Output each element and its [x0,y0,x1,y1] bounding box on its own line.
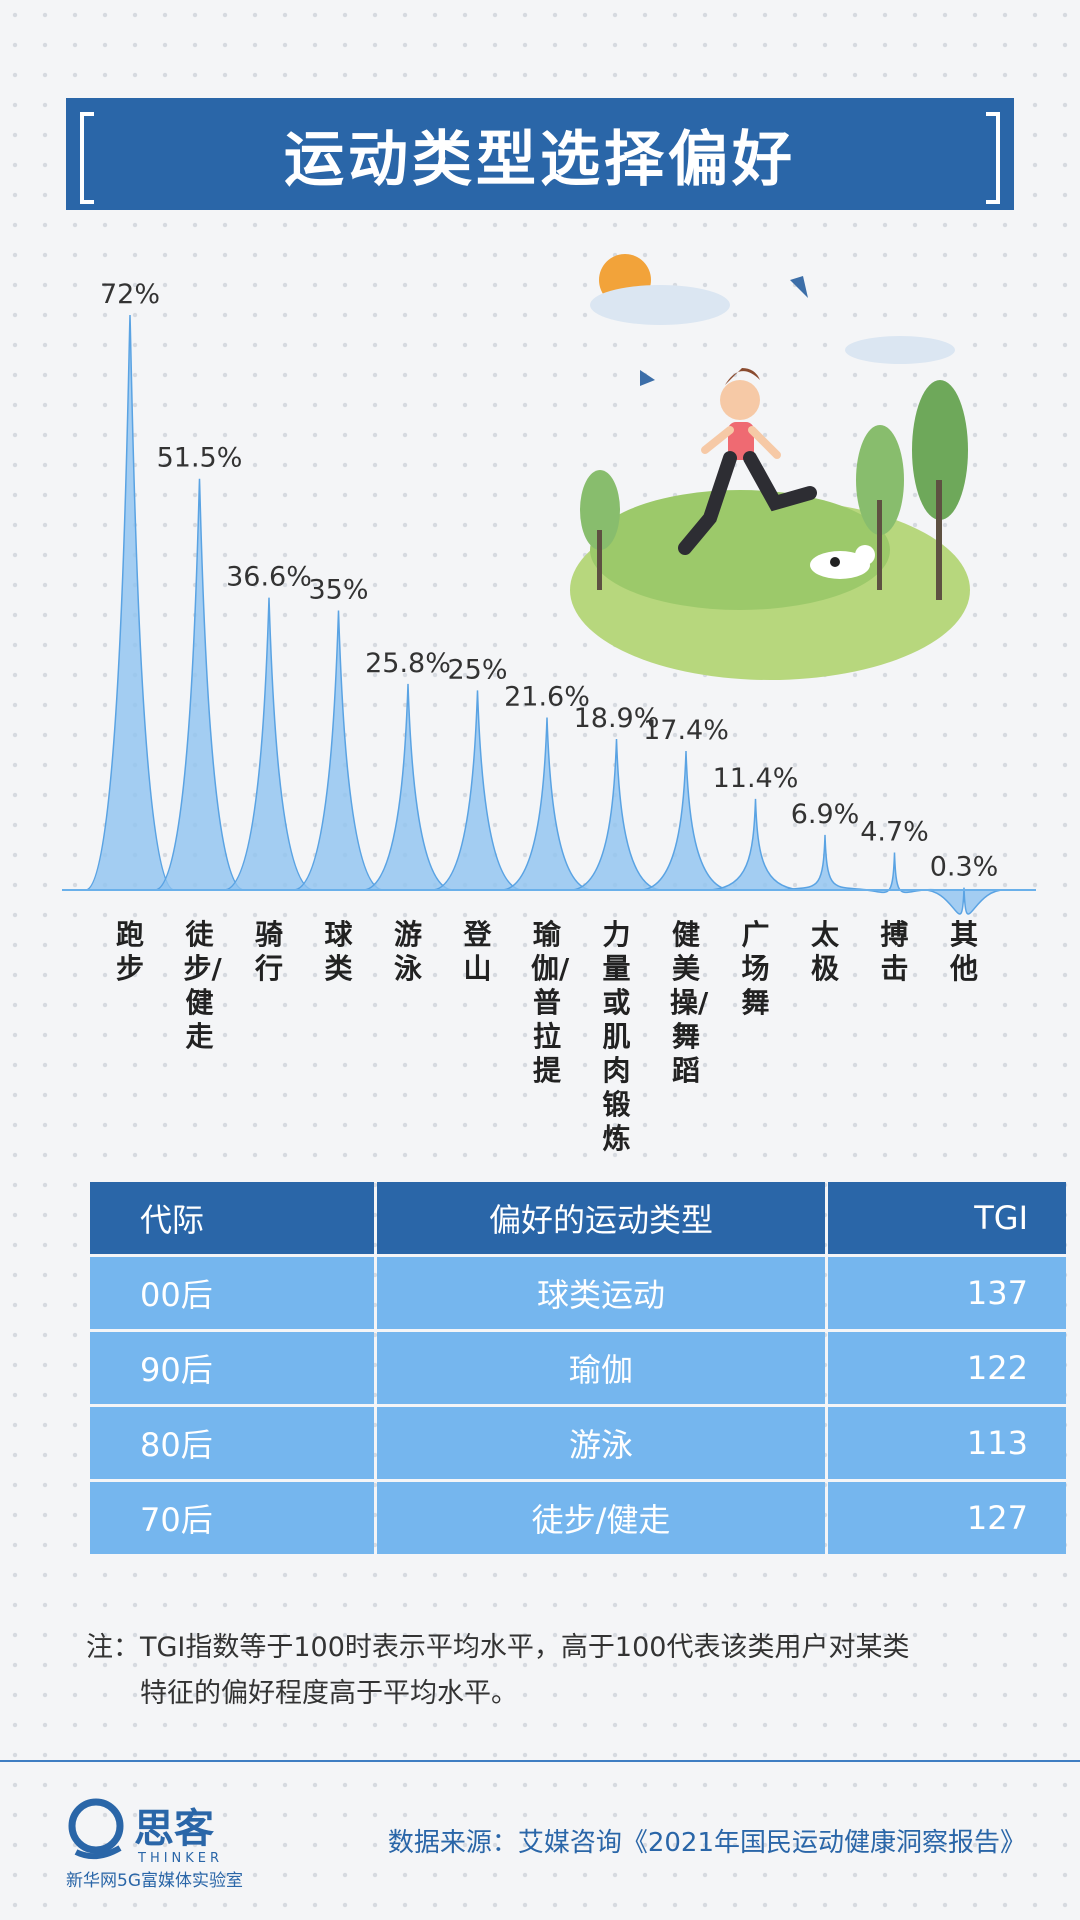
chart-peak-12 [919,887,1009,915]
value-label: 18.9% [574,703,660,734]
table-cell-sport: 游泳 [377,1407,825,1479]
table-header: 偏好的运动类型 [377,1182,825,1254]
chart-peak-8 [641,751,731,891]
left-bracket [80,112,94,204]
x-tick-label: 徒步/健走 [183,918,222,1053]
chart-peak-7 [572,739,661,891]
value-label: 6.9% [791,799,860,830]
table-cell-generation: 80后 [90,1407,374,1479]
chart-peak-6 [502,717,592,891]
value-label: 25.8% [365,648,451,679]
table-cell-tgi: 127 [828,1482,1066,1554]
x-tick-label: 搏击 [880,918,909,985]
note-line-1: 注：TGI指数等于100时表示平均水平，高于100代表该类用户对某类 [86,1632,910,1663]
x-tick-label: 太极 [810,918,839,985]
table-cell-generation: 00后 [90,1257,374,1329]
chart-peak-5 [433,690,522,891]
value-label: 17.4% [643,715,729,746]
value-label: 36.6% [226,562,312,593]
sport-preference-chart: 72% 51.5% 36.6%35% 25.8%25%21.6%18.9%17.4% 1… [62,279,1036,915]
page-title: 运动类型选择偏好 [284,124,796,195]
table-header: TGI [828,1182,1066,1254]
value-label: 35% [308,574,368,605]
x-tick-label: 游泳 [393,918,422,985]
org-name: 新华网5G富媒体实验室 [66,1871,243,1891]
table-cell-sport: 瑜伽 [377,1332,825,1404]
x-tick-label: 球类 [324,918,353,985]
chart-peak-11 [850,852,939,894]
chart-peak-2 [224,597,314,891]
footer-divider [0,1760,1080,1762]
x-tick-label: 健美操/舞蹈 [670,918,709,1087]
value-label: 21.6% [504,682,590,713]
chart-peak-0 [85,314,175,891]
value-label: 25% [447,654,507,685]
x-tick-label: 其他 [949,918,978,985]
table-header-row: 代际 偏好的运动类型 TGI [90,1182,1066,1254]
right-bracket [986,112,1000,204]
chart-peak-10 [780,834,870,891]
x-tick-label: 骑行 [254,918,283,985]
thinker-logo: 思客 THINKER [68,1798,223,1866]
data-source: 数据来源：艾媒咨询《2021年国民运动健康洞察报告》 [387,1828,1026,1858]
table-cell-sport: 球类运动 [377,1257,825,1329]
logo-text: 思客 [134,1806,214,1852]
value-label: 0.3% [930,852,999,883]
x-tick-label: 广场舞 [741,918,770,1019]
table-row: 80后 游泳 113 [90,1407,1066,1479]
chart-peak-9 [711,798,800,891]
chart-peak-3 [294,610,383,891]
x-tick-label: 瑜伽/普拉提 [531,918,570,1087]
table-row: 00后 球类运动 137 [90,1257,1066,1329]
table-cell-tgi: 137 [828,1257,1066,1329]
logo-sub-text: THINKER [137,1851,223,1866]
chart-peak-1 [155,478,244,891]
note-line-2: 特征的偏好程度高于平均水平。 [140,1678,518,1709]
value-label: 4.7% [860,816,929,847]
table-cell-sport: 徒步/健走 [377,1482,825,1554]
x-tick-label: 登山 [463,918,492,985]
x-tick-label: 跑步 [115,918,144,985]
title-banner: 运动类型选择偏好 [66,98,1014,210]
value-label: 51.5% [157,443,243,474]
chart-peak-4 [363,683,453,891]
table-cell-generation: 90后 [90,1332,374,1404]
value-label: 72% [100,279,160,310]
x-tick-label: 力量或肌肉锻炼 [602,918,631,1155]
table-row: 70后 徒步/健走 127 [90,1482,1066,1554]
runner-illustration [570,254,970,680]
tgi-table: 代际 偏好的运动类型 TGI 00后 球类运动 137 90后 瑜伽 122 8… [87,1179,1069,1557]
table-cell-tgi: 122 [828,1332,1066,1404]
table-row: 90后 瑜伽 122 [90,1332,1066,1404]
table-cell-generation: 70后 [90,1482,374,1554]
table-cell-tgi: 113 [828,1407,1066,1479]
tgi-note: 注：TGI指数等于100时表示平均水平，高于100代表该类用户对某类 特征的偏好… [86,1625,1006,1717]
value-label: 11.4% [713,763,799,794]
table-header: 代际 [90,1182,374,1254]
